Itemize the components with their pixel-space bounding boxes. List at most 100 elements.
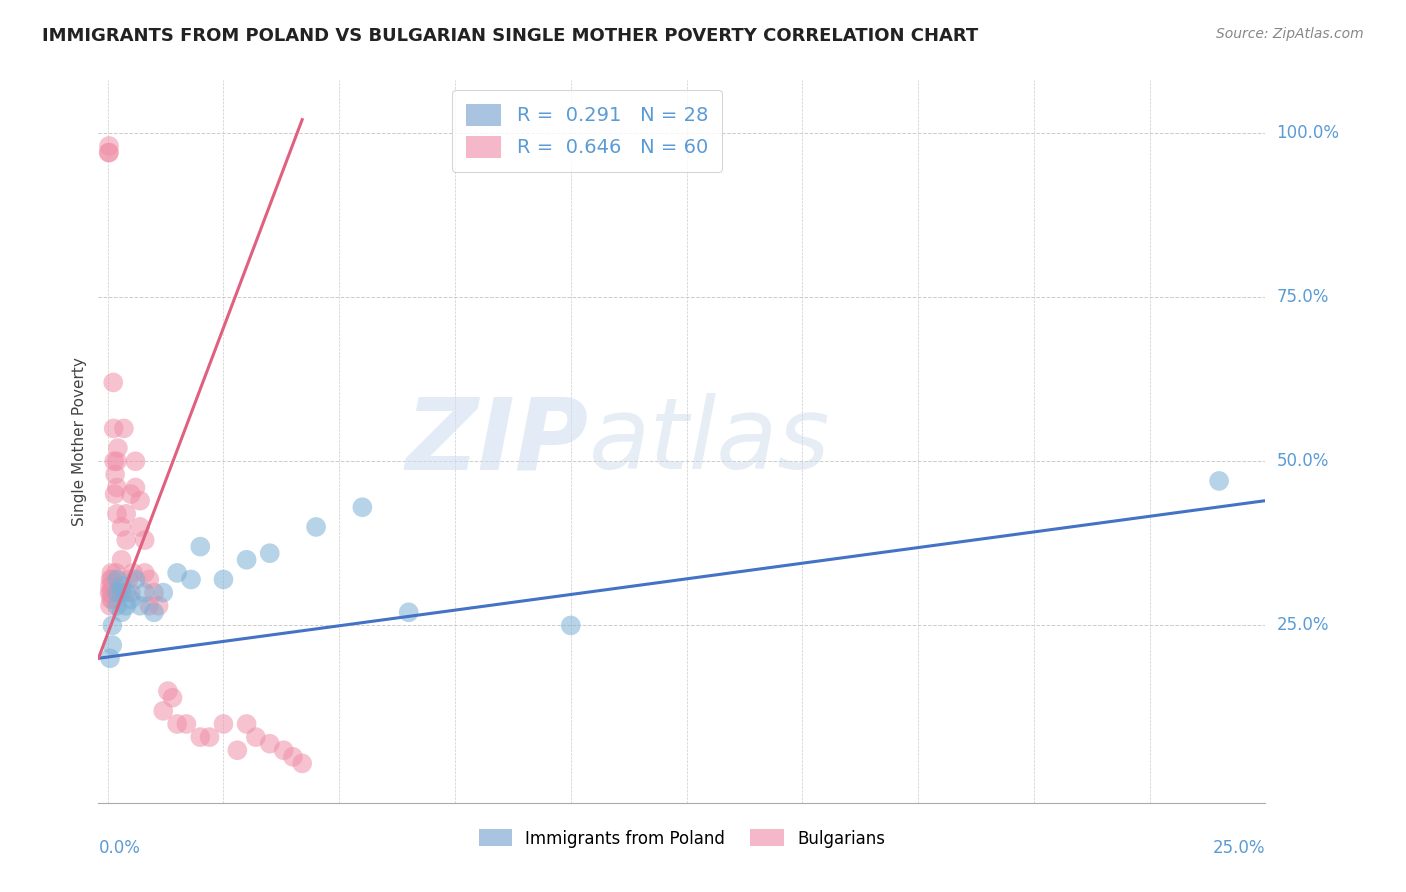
Point — [101, 592, 124, 607]
Point — [108, 585, 131, 599]
Point — [138, 599, 160, 613]
Text: IMMIGRANTS FROM POLAND VS BULGARIAN SINGLE MOTHER POVERTY CORRELATION CHART: IMMIGRANTS FROM POLAND VS BULGARIAN SING… — [42, 27, 979, 45]
Point — [120, 487, 142, 501]
Text: ZIP: ZIP — [405, 393, 589, 490]
Point — [166, 717, 188, 731]
Text: 75.0%: 75.0% — [1277, 288, 1329, 306]
Point — [101, 573, 124, 587]
Point — [115, 585, 138, 599]
Point — [148, 599, 170, 613]
Point — [103, 376, 125, 390]
Point — [100, 566, 122, 580]
Point — [98, 585, 121, 599]
Point — [259, 546, 281, 560]
Text: atlas: atlas — [589, 393, 830, 490]
Point — [212, 717, 235, 731]
Point — [259, 737, 281, 751]
Point — [245, 730, 267, 744]
Point — [101, 579, 124, 593]
Point — [110, 605, 132, 619]
Point — [176, 717, 198, 731]
Point — [138, 573, 160, 587]
Point — [352, 500, 374, 515]
Point — [112, 421, 135, 435]
Text: 50.0%: 50.0% — [1277, 452, 1329, 470]
Point — [162, 690, 184, 705]
Point — [124, 454, 146, 468]
Point — [105, 599, 128, 613]
Point — [98, 579, 121, 593]
Point — [110, 553, 132, 567]
Point — [198, 730, 221, 744]
Point — [226, 743, 249, 757]
Point — [156, 684, 179, 698]
Point — [134, 585, 156, 599]
Point — [98, 599, 121, 613]
Point — [152, 585, 174, 599]
Point — [235, 717, 257, 731]
Point — [117, 573, 139, 587]
Point — [101, 638, 124, 652]
Point — [281, 749, 304, 764]
Point — [273, 743, 295, 757]
Point — [120, 592, 142, 607]
Point — [129, 599, 152, 613]
Y-axis label: Single Mother Poverty: Single Mother Poverty — [72, 357, 87, 526]
Point — [129, 520, 152, 534]
Point — [105, 566, 128, 580]
Point — [143, 585, 166, 599]
Point — [104, 585, 127, 599]
Point — [100, 592, 122, 607]
Point — [188, 540, 211, 554]
Point — [110, 579, 132, 593]
Point — [110, 520, 132, 534]
Point — [115, 507, 138, 521]
Point — [103, 454, 125, 468]
Point — [115, 599, 138, 613]
Point — [103, 421, 125, 435]
Point — [98, 651, 121, 665]
Point — [105, 585, 128, 599]
Point — [143, 605, 166, 619]
Point — [98, 145, 121, 160]
Point — [105, 573, 128, 587]
Point — [398, 605, 420, 619]
Point — [107, 441, 129, 455]
Text: Source: ZipAtlas.com: Source: ZipAtlas.com — [1216, 27, 1364, 41]
Point — [1208, 474, 1230, 488]
Point — [291, 756, 314, 771]
Point — [180, 573, 202, 587]
Text: 100.0%: 100.0% — [1277, 124, 1340, 142]
Point — [104, 467, 127, 482]
Point — [134, 533, 156, 547]
Point — [166, 566, 188, 580]
Point — [560, 618, 582, 632]
Point — [105, 507, 128, 521]
Point — [212, 573, 235, 587]
Point — [124, 481, 146, 495]
Point — [104, 487, 127, 501]
Point — [101, 618, 124, 632]
Point — [122, 566, 145, 580]
Point — [115, 533, 138, 547]
Point — [129, 493, 152, 508]
Point — [101, 585, 124, 599]
Point — [305, 520, 328, 534]
Point — [97, 145, 120, 160]
Text: 25.0%: 25.0% — [1213, 838, 1265, 857]
Point — [110, 585, 132, 599]
Point — [134, 566, 156, 580]
Point — [105, 481, 128, 495]
Point — [152, 704, 174, 718]
Point — [98, 139, 121, 153]
Point — [188, 730, 211, 744]
Text: 25.0%: 25.0% — [1277, 616, 1329, 634]
Point — [120, 585, 142, 599]
Point — [124, 573, 146, 587]
Legend: Immigrants from Poland, Bulgarians: Immigrants from Poland, Bulgarians — [471, 821, 893, 856]
Text: 0.0%: 0.0% — [98, 838, 141, 857]
Point — [100, 585, 122, 599]
Point — [100, 573, 122, 587]
Point — [105, 454, 128, 468]
Point — [235, 553, 257, 567]
